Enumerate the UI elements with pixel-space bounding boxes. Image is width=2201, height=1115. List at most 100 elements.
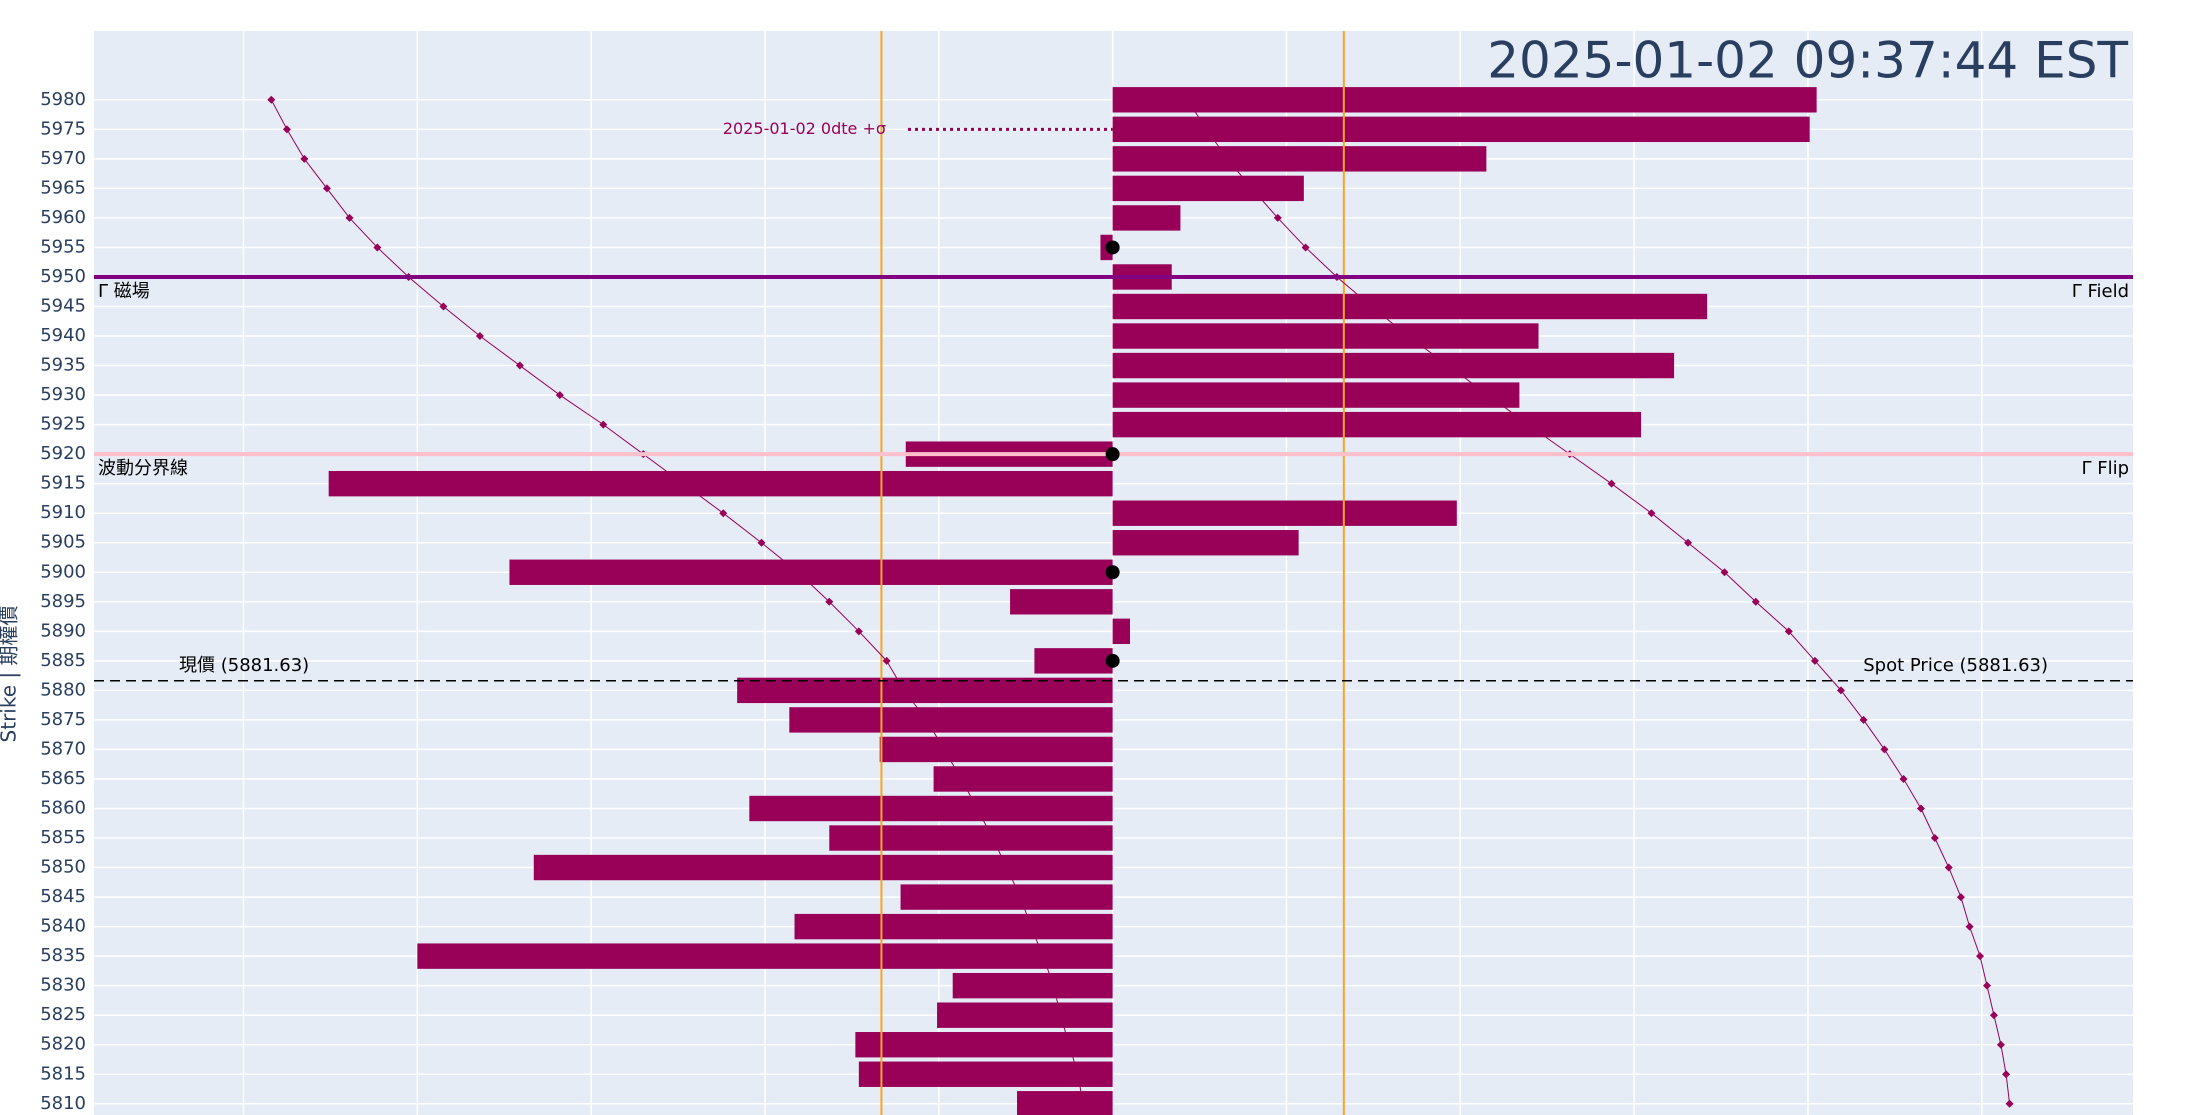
curve-marker xyxy=(1524,420,1533,429)
curve-marker xyxy=(1810,656,1819,665)
y-axis-title: Strike | 期權價 xyxy=(0,606,21,743)
curve-marker xyxy=(373,243,382,252)
y-tick-label: 5960 xyxy=(40,207,86,228)
y-tick-label: 5845 xyxy=(40,886,86,907)
curve-marker xyxy=(1073,1070,1082,1079)
curve-marker xyxy=(1930,834,1939,843)
curve-marker xyxy=(1202,125,1211,134)
bar xyxy=(1034,648,1113,674)
curve-marker xyxy=(1484,391,1493,400)
curve-marker xyxy=(1880,745,1889,754)
y-tick-label: 5905 xyxy=(40,532,86,553)
bar xyxy=(1112,530,1299,556)
curve-marker xyxy=(1976,952,1985,961)
bar xyxy=(737,677,1113,704)
y-tick-label: 5935 xyxy=(40,355,86,376)
curve-marker xyxy=(475,332,484,341)
bar xyxy=(937,1002,1113,1028)
curve-marker xyxy=(1183,95,1192,104)
bar xyxy=(328,470,1113,497)
bar xyxy=(749,795,1113,822)
bar xyxy=(855,1032,1113,1058)
curve-marker xyxy=(1684,538,1693,547)
y-tick-label: 5965 xyxy=(40,177,86,198)
curve-marker xyxy=(825,597,834,606)
y-tick-label: 5875 xyxy=(40,709,86,730)
plot xyxy=(94,31,2133,1115)
curve-marker xyxy=(1956,893,1965,902)
curve-marker xyxy=(1647,509,1656,518)
line-label: Γ 磁場 xyxy=(98,281,150,302)
y-tick-label: 5850 xyxy=(40,857,86,878)
bar xyxy=(1112,411,1642,438)
curve-marker xyxy=(973,804,982,813)
bar xyxy=(1010,589,1113,615)
curve-marker xyxy=(1247,184,1256,193)
bar xyxy=(1112,382,1520,408)
curve-marker xyxy=(1444,361,1453,370)
bar xyxy=(1112,87,1817,113)
bar xyxy=(1112,352,1675,379)
curve-marker xyxy=(1859,715,1868,724)
curve-marker xyxy=(719,509,728,518)
bar xyxy=(829,825,1113,851)
curve-marker xyxy=(900,686,909,695)
curve-marker xyxy=(1965,922,1974,931)
y-tick-label: 5925 xyxy=(40,414,86,435)
curve-marker xyxy=(282,125,291,134)
line-label: Γ Field xyxy=(2072,281,2129,302)
curve-marker xyxy=(854,627,863,636)
chart-title: 2025-01-02 09:37:44 EST xyxy=(1487,32,2128,90)
annotation-text: 2025-01-02 0dte +σ xyxy=(723,119,886,138)
y-tick-label: 5815 xyxy=(40,1063,86,1084)
curve-marker xyxy=(1996,1040,2005,1049)
y-tick-label: 5970 xyxy=(40,148,86,169)
y-tick-label: 5870 xyxy=(40,738,86,759)
curve-marker xyxy=(1301,243,1310,252)
curve-marker xyxy=(794,568,803,577)
curve-marker xyxy=(1223,154,1232,163)
curve-marker xyxy=(555,391,564,400)
overlay: 5980 5975 5970 5965 5960 5955 5950 5945 5940 5935… xyxy=(40,89,2129,1114)
y-tick-label: 5835 xyxy=(40,945,86,966)
curve-marker xyxy=(599,420,608,429)
y-tick-label: 5980 xyxy=(40,89,86,110)
curve-marker xyxy=(1982,981,1991,990)
bar xyxy=(900,884,1113,910)
curve-marker xyxy=(1720,568,1729,577)
bar xyxy=(879,736,1113,763)
y-tick-label: 5810 xyxy=(40,1093,86,1114)
y-tick-label: 5840 xyxy=(40,916,86,937)
y-tick-label: 5830 xyxy=(40,975,86,996)
curve-marker xyxy=(1751,597,1760,606)
bar xyxy=(533,854,1113,881)
bar xyxy=(794,913,1113,940)
curve-marker xyxy=(322,184,331,193)
curve-marker xyxy=(1607,479,1616,488)
spot-label: Spot Price (5881.63) xyxy=(1863,655,2048,676)
y-tick-label: 5910 xyxy=(40,502,86,523)
bar xyxy=(1112,146,1487,172)
y-tick-label: 5895 xyxy=(40,591,86,612)
curve-marker xyxy=(2002,1070,2011,1079)
y-tick-label: 5940 xyxy=(40,325,86,346)
curve-marker xyxy=(679,479,688,488)
bar xyxy=(417,943,1113,969)
curve-marker xyxy=(1049,981,1058,990)
line-label: 波動分界線 xyxy=(98,458,188,479)
y-tick-label: 5860 xyxy=(40,797,86,818)
bar xyxy=(1112,175,1304,202)
bar xyxy=(1112,618,1131,645)
y-tick-label: 5820 xyxy=(40,1034,86,1055)
line-label: Γ Flip xyxy=(2081,458,2129,479)
y-tick-label: 5915 xyxy=(40,473,86,494)
spot-label: 現價 (5881.63) xyxy=(179,655,309,676)
curve-marker xyxy=(1836,686,1845,695)
y-tick-label: 5885 xyxy=(40,650,86,671)
curve-marker xyxy=(922,715,931,724)
y-tick-label: 5950 xyxy=(40,266,86,287)
curve-marker xyxy=(1404,332,1413,341)
bar xyxy=(789,707,1113,733)
y-tick-label: 5880 xyxy=(40,679,86,700)
